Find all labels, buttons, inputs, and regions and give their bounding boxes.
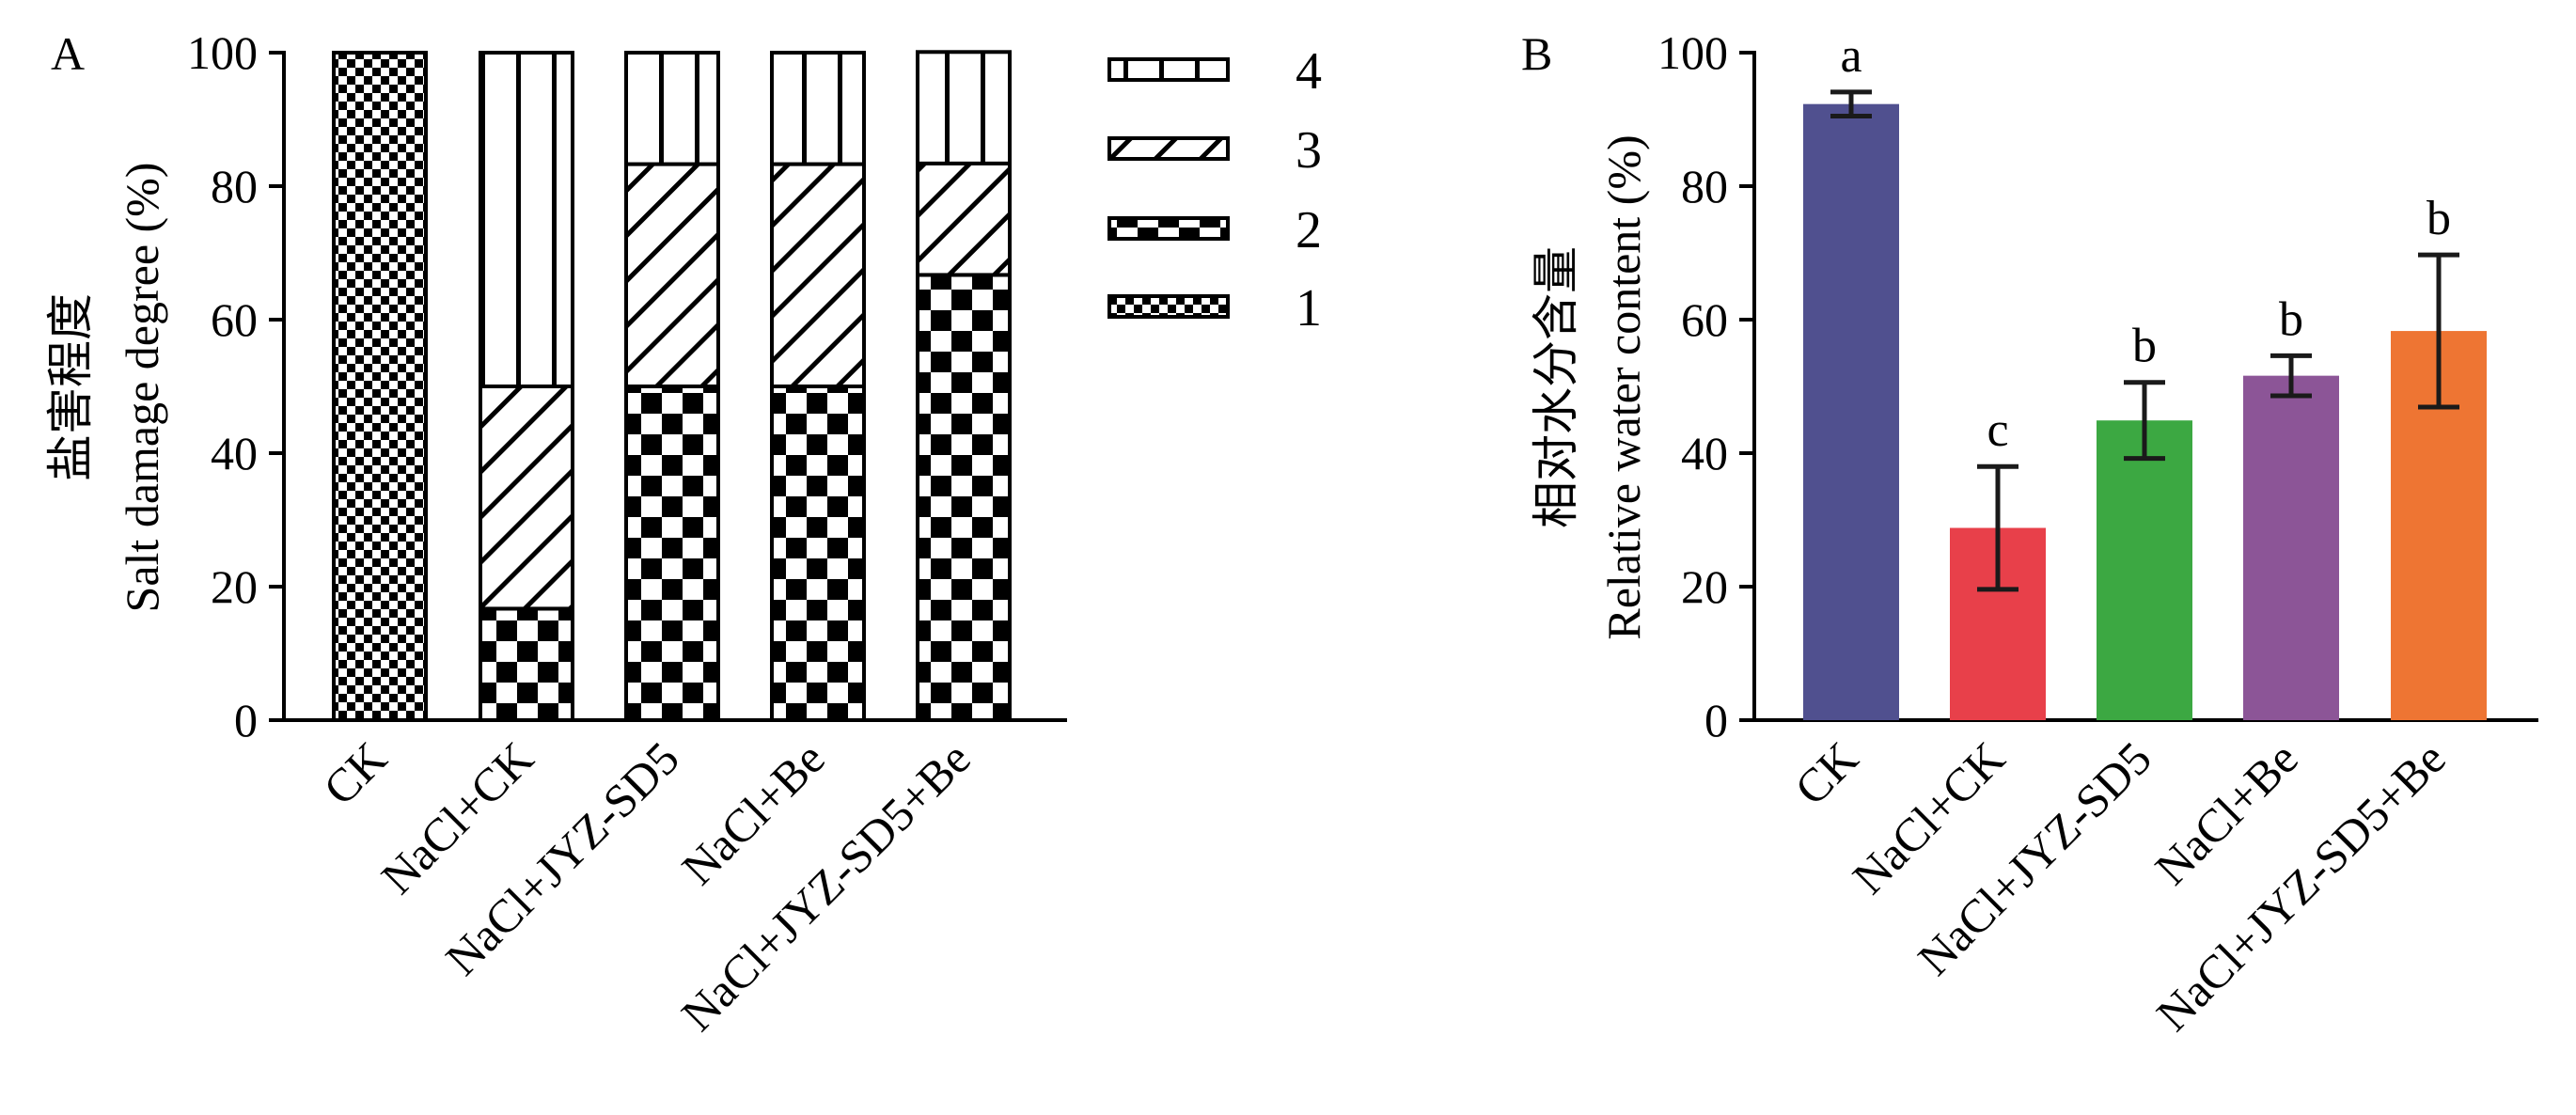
panel-a-ylabel-cn: 盐害程度 xyxy=(44,293,97,481)
panel-b-category-label: NaCl+JYZ-SD5+Be xyxy=(2146,731,2456,1041)
panel-b-bars: a c b b b xyxy=(1803,29,2487,721)
panel-a-y-tick-label: 40 xyxy=(211,427,258,479)
legend-swatch xyxy=(1107,294,1230,319)
panel-b: B 相对水分含量 Relative water content (%) 0 20 4… xyxy=(1521,26,2538,1041)
panel-a-y-tick-label: 0 xyxy=(234,694,258,746)
panel-a-legend: 4 3 2 1 xyxy=(1107,42,1322,338)
panel-b-y-tick-label: 40 xyxy=(1681,427,1728,479)
panel-b-bar xyxy=(1803,103,1899,721)
panel-b-y-tick-label: 0 xyxy=(1704,694,1728,746)
legend-label: 2 xyxy=(1296,201,1322,259)
panel-a-y-tick-label: 80 xyxy=(211,160,258,212)
panel-a-letter: A xyxy=(51,27,85,80)
panel-a-ylabel-en: Salt damage degree (%) xyxy=(116,163,168,613)
panel-a-bar-segment xyxy=(916,273,1012,722)
legend-swatch xyxy=(1107,57,1230,82)
legend-label: 1 xyxy=(1296,279,1322,338)
panel-b-ylabel-en: Relative water content (%) xyxy=(1597,134,1650,639)
panel-a-bar-segment xyxy=(916,50,1012,165)
panel-b-bar xyxy=(2097,420,2192,720)
panel-a-category-label: NaCl+JYZ-SD5+Be xyxy=(671,731,981,1041)
panel-b-ylabel-cn: 相对水分含量 xyxy=(1530,246,1582,528)
legend-label: 3 xyxy=(1296,121,1322,180)
panel-a-y-axis: 0 20 40 60 80 100 xyxy=(187,26,1067,746)
panel-a-y-tick-label: 20 xyxy=(211,560,258,613)
legend-label: 4 xyxy=(1296,42,1322,101)
panel-a-y-tick-label: 60 xyxy=(211,293,258,346)
panel-a-bar-segment xyxy=(916,161,1012,277)
panel-b-category-label: CK xyxy=(1784,731,1868,815)
panel-b-bar xyxy=(2243,375,2339,720)
panel-a-bar-segment xyxy=(624,385,720,722)
panel-b-significance-label: b xyxy=(2279,292,2303,346)
panel-a-bar-segment xyxy=(479,385,574,611)
panel-b-significance-label: b xyxy=(2427,192,2451,245)
panel-a-category-label: CK xyxy=(313,731,397,815)
panel-a-bars xyxy=(332,50,1012,722)
panel-b-y-tick-label: 60 xyxy=(1681,293,1728,346)
legend-swatch xyxy=(1107,136,1230,161)
panel-b-significance-label: c xyxy=(1987,403,2008,457)
panel-b-significance-label: b xyxy=(2132,320,2157,373)
panel-a-bar-segment xyxy=(332,51,428,722)
panel-b-significance-label: a xyxy=(1840,29,1861,83)
panel-a-bar-segment xyxy=(770,162,866,388)
panel-a-bar-segment xyxy=(624,51,720,166)
panel-a-x-axis: CKNaCl+CKNaCl+JYZ-SD5NaCl+BeNaCl+JYZ-SD5… xyxy=(313,731,981,1041)
panel-a: A 盐害程度 Salt damage degree (%) 0 20 40 60 80 1… xyxy=(44,26,1322,1041)
panel-a-bar-segment xyxy=(479,51,574,388)
panel-b-y-tick-label: 20 xyxy=(1681,560,1728,613)
panel-a-bar-segment xyxy=(479,606,574,722)
legend-swatch xyxy=(1107,216,1230,241)
panel-a-bar-segment xyxy=(624,162,720,388)
panel-a-bar-segment xyxy=(770,385,866,722)
panel-a-y-tick-label: 100 xyxy=(187,26,258,79)
panel-a-bar-segment xyxy=(770,51,866,166)
panel-b-x-axis: CKNaCl+CKNaCl+JYZ-SD5NaCl+BeNaCl+JYZ-SD5… xyxy=(1784,731,2456,1041)
panel-b-letter: B xyxy=(1521,27,1552,80)
panel-b-y-tick-label: 100 xyxy=(1657,26,1728,79)
panel-b-y-tick-label: 80 xyxy=(1681,160,1728,212)
